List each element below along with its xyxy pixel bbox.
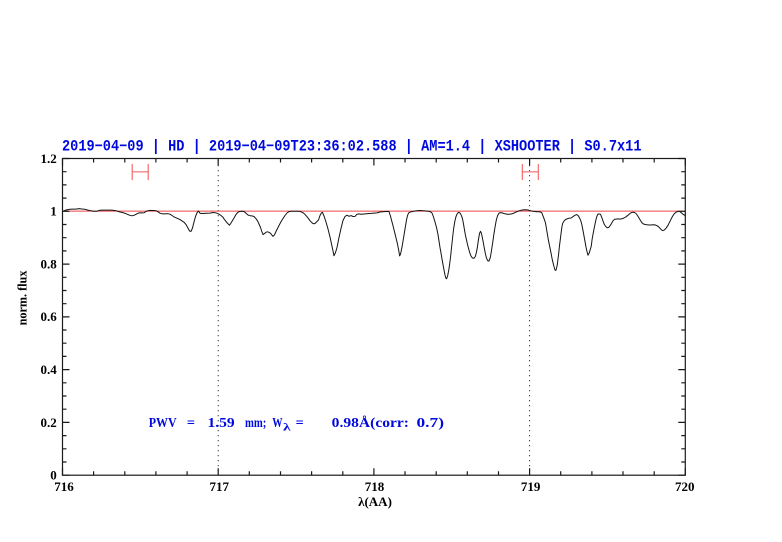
svg-text:PWV: PWV: [149, 415, 177, 430]
svg-text:0.7): 0.7): [417, 415, 445, 430]
svg-text:718: 718: [365, 479, 385, 494]
svg-text:1.2: 1.2: [40, 151, 56, 166]
svg-text:719: 719: [521, 479, 541, 494]
svg-text:716: 716: [54, 479, 74, 494]
svg-text:0.2: 0.2: [40, 415, 56, 430]
svg-text:mm;: mm;: [245, 415, 266, 430]
svg-text:=: =: [187, 415, 195, 430]
svg-text:720: 720: [675, 479, 695, 494]
svg-text:λ(AA): λ(AA): [358, 494, 392, 509]
svg-text:W: W: [272, 415, 283, 430]
svg-text:λ: λ: [283, 422, 291, 434]
svg-text:2019−04−09 | HD | 2019−04−09T2: 2019−04−09 | HD | 2019−04−09T23:36:02.58…: [62, 137, 642, 155]
svg-text:0.6: 0.6: [40, 309, 57, 324]
svg-text:1.59: 1.59: [208, 415, 235, 430]
svg-text:717: 717: [209, 479, 229, 494]
svg-text:=: =: [296, 415, 304, 430]
svg-text:1: 1: [50, 204, 57, 219]
svg-text:0.98Å(corr:: 0.98Å(corr:: [332, 415, 409, 430]
svg-text:0.8: 0.8: [40, 257, 57, 272]
svg-text:0.4: 0.4: [40, 362, 57, 377]
svg-text:0: 0: [50, 468, 57, 483]
svg-text:norm. flux: norm. flux: [16, 270, 30, 326]
